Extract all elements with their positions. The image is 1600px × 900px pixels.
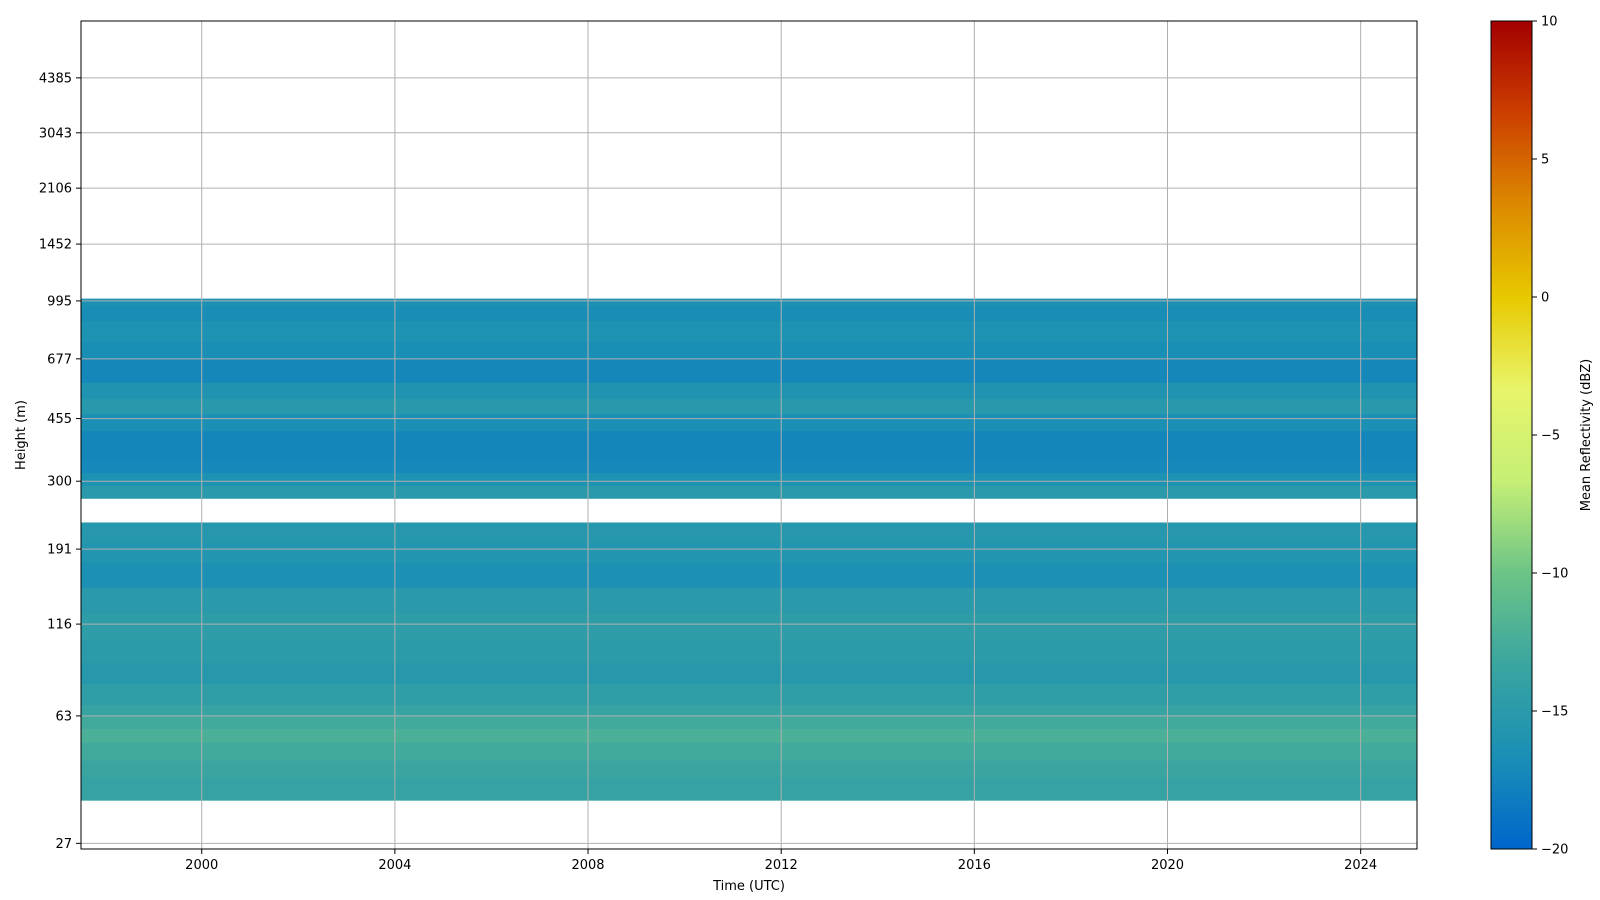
- heatmap-cell-layer-2: [81, 741, 1417, 761]
- heatmap-cell-layer-13: [81, 522, 1417, 543]
- x-tick-label: 2004: [378, 858, 411, 873]
- heatmap-cell-layer-24: [81, 306, 1417, 321]
- grid-lines: [81, 21, 1417, 849]
- heatmap-cell-layer-15: [81, 472, 1417, 486]
- heatmap-cell-layer-23: [81, 320, 1417, 343]
- x-axis-ticks: 2000 2004 2008 2012 2016 2020 2024: [185, 849, 1377, 873]
- heatmap-cell-layer-4: [81, 715, 1417, 729]
- colorbar-ticks: 10 5 0 −5 −10 −15 −20: [1532, 15, 1568, 858]
- y-tick-label: 1452: [39, 238, 72, 253]
- y-axis-label: Height (m): [14, 400, 29, 470]
- y-tick-label: 4385: [39, 71, 72, 86]
- x-tick-label: 2008: [571, 858, 604, 873]
- heatmap-cell-layer-14: [81, 485, 1417, 499]
- x-tick-label: 2012: [765, 858, 798, 873]
- colorbar-tick-label: 0: [1541, 291, 1549, 306]
- heatmap-cell-layer-7: [81, 662, 1417, 685]
- heatmap-cell-layer-3: [81, 728, 1417, 743]
- heatmap-cell-layer-22: [81, 341, 1417, 359]
- colorbar-label: Mean Reflectivity (dBZ): [1579, 359, 1594, 512]
- x-tick-label: 2000: [185, 858, 218, 873]
- heatmap-cell-layer-17: [81, 430, 1417, 459]
- colorbar-tick-label: 10: [1541, 15, 1558, 30]
- heatmap-cell-layer-9: [81, 612, 1417, 640]
- y-tick-label: 300: [47, 475, 72, 490]
- colorbar: [1490, 20, 1533, 850]
- heatmap-cell-layer-16: [81, 458, 1417, 474]
- y-tick-label: 191: [47, 543, 72, 558]
- colorbar-tick-label: −10: [1541, 567, 1568, 582]
- x-tick-label: 2016: [958, 858, 991, 873]
- colorbar-tick-label: −5: [1541, 429, 1560, 444]
- y-tick-label: 2106: [39, 182, 72, 197]
- heatmap-cell-layer-25: [81, 298, 1417, 307]
- y-tick-label: 27: [55, 837, 72, 852]
- y-tick-label: 3043: [39, 126, 72, 141]
- colorbar-tick-label: 5: [1541, 153, 1549, 168]
- heatmap-layers: [81, 298, 1417, 801]
- y-tick-label: 995: [47, 294, 72, 309]
- heatmap-cell-layer-20: [81, 382, 1417, 400]
- heatmap-cell-layer-11: [81, 562, 1417, 589]
- heatmap-cell-layer-10: [81, 587, 1417, 614]
- heatmap-cell-layer-5: [81, 704, 1417, 717]
- x-tick-label: 2024: [1344, 858, 1377, 873]
- plot-frame: [80, 20, 1418, 850]
- heatmap-cell-layer-12: [81, 542, 1417, 563]
- heatmap-cell-layer-19: [81, 398, 1417, 415]
- colorbar-tick-label: −20: [1541, 843, 1568, 858]
- y-axis-ticks: 27 63 116 191 300 455 677 995 1452 2106 3043 4385: [39, 71, 81, 852]
- y-tick-label: 677: [47, 352, 72, 367]
- y-tick-label: 455: [47, 412, 72, 427]
- colorbar-tick-label: −15: [1541, 705, 1568, 720]
- x-axis-label: Time (UTC): [712, 879, 785, 894]
- heatmap-cell-layer-1: [81, 759, 1417, 778]
- heatmap-cell-layer-8: [81, 639, 1417, 663]
- y-tick-label: 63: [55, 709, 72, 724]
- y-tick-label: 116: [47, 618, 72, 633]
- x-tick-label: 2020: [1151, 858, 1184, 873]
- heatmap-cell-layer-18: [81, 413, 1417, 432]
- heatmap-cell-layer-6: [81, 683, 1417, 706]
- heatmap-cell-layer-21: [81, 358, 1417, 383]
- heatmap-cell-layer-0: [81, 776, 1417, 801]
